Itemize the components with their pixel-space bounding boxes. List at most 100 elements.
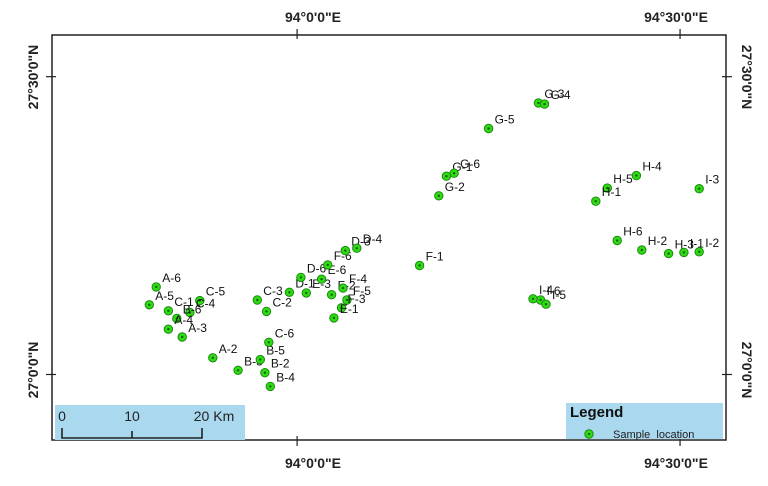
sample-point-center bbox=[188, 311, 192, 314]
scale-tick-label: 0 bbox=[58, 408, 66, 424]
legend-sample-marker-center bbox=[587, 432, 591, 436]
sample-point-center bbox=[698, 250, 701, 253]
sample-label: A-4 bbox=[174, 313, 193, 327]
top-longitude-label: 94°30'0"E bbox=[644, 9, 708, 25]
sample-label: A-6 bbox=[162, 271, 181, 285]
sample-point-center bbox=[330, 293, 333, 296]
sample-point-center bbox=[682, 251, 686, 254]
sample-label: C-1 bbox=[174, 295, 194, 309]
sample-point-center bbox=[537, 101, 540, 105]
sample-label: F-3 bbox=[348, 292, 366, 306]
sample-point-center bbox=[445, 175, 448, 178]
graticule-ticks bbox=[46, 29, 732, 446]
sample-label: C-6 bbox=[275, 326, 295, 340]
sample-point-center bbox=[635, 174, 638, 177]
legend: Legend Sample_location bbox=[566, 403, 723, 441]
legend-item-label: Sample_location bbox=[613, 429, 694, 441]
sample-label: I-5 bbox=[552, 288, 566, 302]
scale-bar: 0 10 20 Km bbox=[55, 405, 245, 440]
scale-tick-label: 10 bbox=[124, 408, 140, 424]
left-latitude-label: 27°0'0"N bbox=[25, 342, 41, 399]
sample-point-center bbox=[148, 303, 151, 306]
sample-label: I-6 bbox=[547, 284, 561, 298]
sample-label: G-6 bbox=[460, 157, 480, 171]
sample-point-center bbox=[167, 309, 170, 312]
bottom-longitude-label: 94°30'0"E bbox=[644, 455, 708, 471]
sample-point-center bbox=[256, 298, 259, 302]
sample-label: E-3 bbox=[312, 277, 331, 291]
sample-label: F-5 bbox=[353, 284, 371, 298]
sample-label: I-2 bbox=[705, 236, 719, 250]
sample-label: D-4 bbox=[363, 232, 383, 246]
sample-label: G-4 bbox=[551, 88, 571, 102]
top-longitude-label: 94°0'0"E bbox=[285, 9, 341, 25]
sample-label: H-1 bbox=[602, 185, 622, 199]
sample-point-center bbox=[340, 306, 343, 309]
left-latitude-label: 27°30'0"N bbox=[25, 45, 41, 110]
sample-point-center bbox=[640, 248, 643, 252]
sample-label: B-4 bbox=[276, 370, 295, 384]
sample-label: I-1 bbox=[690, 236, 704, 250]
sample-point-center bbox=[167, 328, 170, 331]
sample-point-center bbox=[344, 249, 347, 252]
bottom-longitude-label: 94°0'0"E bbox=[285, 455, 341, 471]
sample-label: I-3 bbox=[705, 173, 719, 187]
sample-label: B-6 bbox=[183, 303, 202, 317]
sample-point-center bbox=[667, 252, 670, 255]
sample-point-center bbox=[539, 298, 542, 302]
sample-point-center bbox=[181, 335, 184, 339]
sample-point-center bbox=[544, 303, 548, 306]
sample-point-center bbox=[452, 172, 456, 175]
sample-label: H-5 bbox=[613, 172, 633, 186]
sample-point-center bbox=[265, 310, 268, 313]
sample-label: H-6 bbox=[623, 225, 643, 239]
sample-point-center bbox=[345, 298, 349, 302]
sample-label: H-2 bbox=[648, 234, 668, 248]
sample-label: I-4 bbox=[539, 283, 553, 297]
sample-points: A-6A-5 C-1C-5C-4B-6A-4A-3A-2B-3B-5C-6C-3C… bbox=[144, 87, 720, 392]
sample-label: A-5 bbox=[155, 289, 174, 303]
sample-point-center bbox=[594, 200, 597, 203]
legend-title: Legend bbox=[570, 404, 623, 421]
sample-point-center bbox=[437, 194, 440, 197]
scale-bar-background bbox=[55, 405, 245, 440]
sample-label: B-5 bbox=[266, 344, 285, 358]
sample-point-center bbox=[531, 297, 535, 300]
scale-tick-label: 20 Km bbox=[194, 408, 234, 424]
sample-point-center bbox=[355, 247, 358, 250]
sample-point-center bbox=[299, 276, 303, 279]
sample-point-center bbox=[332, 316, 336, 320]
sample-point-center bbox=[326, 263, 329, 267]
sample-label: H-3 bbox=[675, 238, 695, 252]
sample-label: F-4 bbox=[349, 272, 367, 286]
sample-label: C-4 bbox=[196, 297, 216, 311]
sample-label: A-2 bbox=[219, 342, 238, 356]
sample-point-center bbox=[606, 186, 609, 190]
sample-point-center bbox=[198, 299, 201, 302]
sample-label: A-3 bbox=[188, 321, 207, 335]
sample-point-center bbox=[263, 371, 267, 374]
sample-point-center bbox=[305, 291, 308, 295]
sample-label: H-4 bbox=[642, 160, 662, 174]
right-latitude-label: 27°30'0"N bbox=[739, 45, 755, 110]
sample-label: E-6 bbox=[328, 263, 347, 277]
sample-point-center bbox=[267, 341, 270, 344]
sample-point-center bbox=[259, 358, 262, 361]
sample-label: F-1 bbox=[426, 250, 444, 264]
sample-label: C-5 bbox=[206, 285, 226, 299]
sample-label: C-3 bbox=[263, 284, 283, 298]
right-latitude-label: 27°0'0"N bbox=[739, 342, 755, 399]
sample-point-center bbox=[175, 317, 178, 320]
sample-point-center bbox=[418, 264, 421, 267]
sample-label: B-2 bbox=[271, 357, 290, 371]
sample-label: E-1 bbox=[340, 302, 359, 316]
scale-bar-line bbox=[61, 428, 203, 439]
sample-point-center bbox=[320, 278, 323, 281]
sample-label: G-5 bbox=[495, 113, 515, 127]
sample-point-center bbox=[341, 286, 345, 290]
sample-label: G-3 bbox=[544, 87, 564, 101]
sample-point-center bbox=[288, 291, 291, 294]
sample-point-center bbox=[269, 385, 272, 388]
sample-label: D-6 bbox=[307, 261, 327, 275]
